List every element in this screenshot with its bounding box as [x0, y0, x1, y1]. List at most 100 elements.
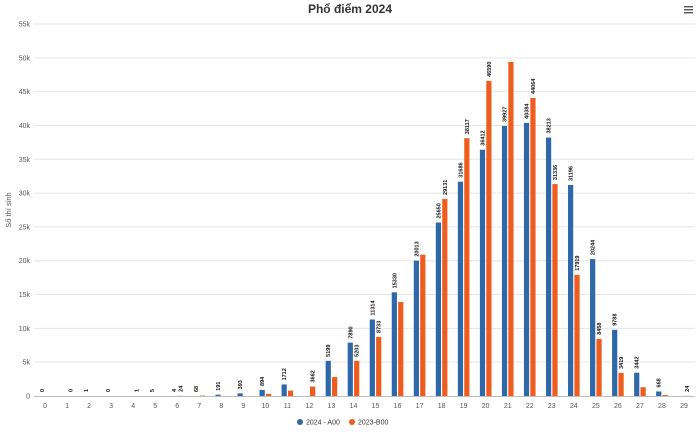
x-tick-label: 15: [372, 403, 380, 410]
y-tick-label: 10k: [19, 326, 31, 333]
data-label: 1: [84, 389, 90, 392]
bar-a00[interactable]: [545, 137, 552, 396]
bar-b00[interactable]: [464, 138, 470, 396]
x-tick-label: 3: [109, 403, 113, 410]
hamburger-menu-icon-bar-3: [684, 12, 693, 14]
hamburger-menu-icon: [684, 6, 693, 8]
legend-label: 2024 - A00: [306, 420, 340, 427]
bar-b00[interactable]: [640, 387, 646, 396]
data-label: 40384: [525, 103, 531, 119]
bar-b00[interactable]: [574, 274, 580, 396]
bar-a00[interactable]: [413, 260, 419, 396]
data-label: 20244: [591, 239, 597, 255]
bar-b00[interactable]: [618, 372, 624, 396]
bar-a00[interactable]: [568, 185, 574, 396]
data-label: 38117: [465, 119, 471, 134]
bar-a00[interactable]: [479, 149, 486, 396]
bar-a00[interactable]: [501, 125, 508, 396]
bar-b00[interactable]: [354, 360, 360, 396]
data-label: 668: [657, 378, 663, 387]
y-tick-label: 35k: [19, 157, 31, 164]
x-axis-ticks: 0 1 2 3 4 5 6 7 8 9 10 11 12 13 14 15 16 17 18 19 20 21 22 23 24…: [43, 403, 688, 410]
data-label: 17919: [575, 256, 581, 271]
legend-marker: [349, 419, 355, 425]
bar-a00[interactable]: [656, 391, 662, 396]
y-tick-label: 30k: [19, 191, 31, 198]
x-tick-label: 13: [328, 403, 336, 410]
x-tick-label: 17: [416, 403, 424, 410]
x-tick-label: 4: [131, 403, 135, 410]
data-label: 5: [150, 389, 156, 392]
bar-b00[interactable]: [398, 301, 404, 396]
x-tick-label: 18: [438, 403, 446, 410]
bar-b00[interactable]: [442, 198, 448, 396]
bar-b00[interactable]: [486, 80, 492, 397]
x-tick-label: 25: [592, 403, 600, 410]
bar-b00[interactable]: [376, 336, 382, 396]
bar-b00[interactable]: [199, 395, 206, 397]
bar-b00[interactable]: [596, 338, 602, 396]
bar-a00[interactable]: [523, 122, 530, 397]
bar-b00[interactable]: [287, 390, 294, 396]
x-tick-label: 28: [658, 403, 666, 410]
x-tick-label: 12: [306, 403, 314, 410]
bar-b00[interactable]: [662, 394, 668, 396]
x-tick-label: 21: [504, 403, 512, 410]
legend-item[interactable]: 2023-B00: [349, 419, 388, 427]
data-label: 11314: [370, 300, 376, 316]
bar-a00[interactable]: [391, 292, 397, 396]
x-tick-label: 24: [570, 403, 578, 410]
bar-b00[interactable]: [310, 386, 316, 396]
bar-b00[interactable]: [508, 61, 514, 396]
data-label: 7890: [348, 326, 354, 338]
bar-a00[interactable]: [347, 342, 353, 396]
x-tick-label: 20: [482, 403, 490, 410]
bar-b00[interactable]: [420, 254, 426, 396]
data-label: 1712: [282, 368, 288, 380]
bar-a00[interactable]: [281, 384, 287, 396]
x-tick-label: 5: [153, 403, 157, 410]
bar-b00[interactable]: [552, 184, 558, 396]
x-tick-label: 8: [219, 403, 223, 410]
x-tick-label: 29: [680, 403, 688, 410]
legend-item[interactable]: 2024 - A00: [297, 419, 340, 427]
chart-title: Phổ điểm 2024: [308, 2, 392, 16]
data-label: 191: [216, 382, 222, 391]
data-label: 31196: [569, 166, 575, 181]
bar-a00[interactable]: [215, 394, 221, 396]
data-label: 3419: [619, 357, 625, 369]
y-tick-label: 25k: [19, 224, 31, 231]
menu-button[interactable]: [684, 6, 693, 14]
data-label: 0: [68, 389, 74, 392]
bar-a00[interactable]: [325, 360, 331, 396]
data-label: 31686: [458, 162, 464, 177]
bar-b00[interactable]: [530, 97, 536, 396]
bar-a00[interactable]: [237, 393, 243, 396]
x-tick-label: 27: [636, 403, 644, 410]
bar-b00[interactable]: [265, 393, 272, 396]
data-label: 44064: [531, 78, 537, 94]
bar-a00[interactable]: [369, 319, 375, 396]
y-tick-label: 40k: [19, 123, 31, 130]
y-tick-label: 0: [26, 394, 30, 401]
bar-a00[interactable]: [435, 222, 442, 396]
data-label: 38213: [547, 118, 553, 133]
data-label: 8733: [377, 321, 383, 333]
bar-a00[interactable]: [612, 329, 618, 396]
bar-a00[interactable]: [634, 372, 640, 396]
bar-b00[interactable]: [332, 377, 338, 396]
x-tick-label: 26: [614, 403, 622, 410]
data-label: 20013: [414, 241, 420, 256]
data-label: 1: [134, 389, 140, 392]
data-label: 24: [685, 385, 691, 392]
data-label: 8458: [597, 323, 603, 335]
y-axis-ticks: 0 5k 10k 15k 20k 25k 30k 35k 40k 45k 50k 55k: [19, 22, 31, 401]
bar-a00[interactable]: [590, 259, 596, 396]
x-tick-label: 23: [548, 403, 556, 410]
data-label: 68: [194, 386, 200, 392]
data-label: 15330: [392, 273, 398, 288]
bar-a00[interactable]: [259, 389, 265, 396]
bar-a00[interactable]: [457, 181, 464, 396]
x-tick-label: 19: [460, 403, 468, 410]
data-label: 46590: [487, 62, 493, 77]
